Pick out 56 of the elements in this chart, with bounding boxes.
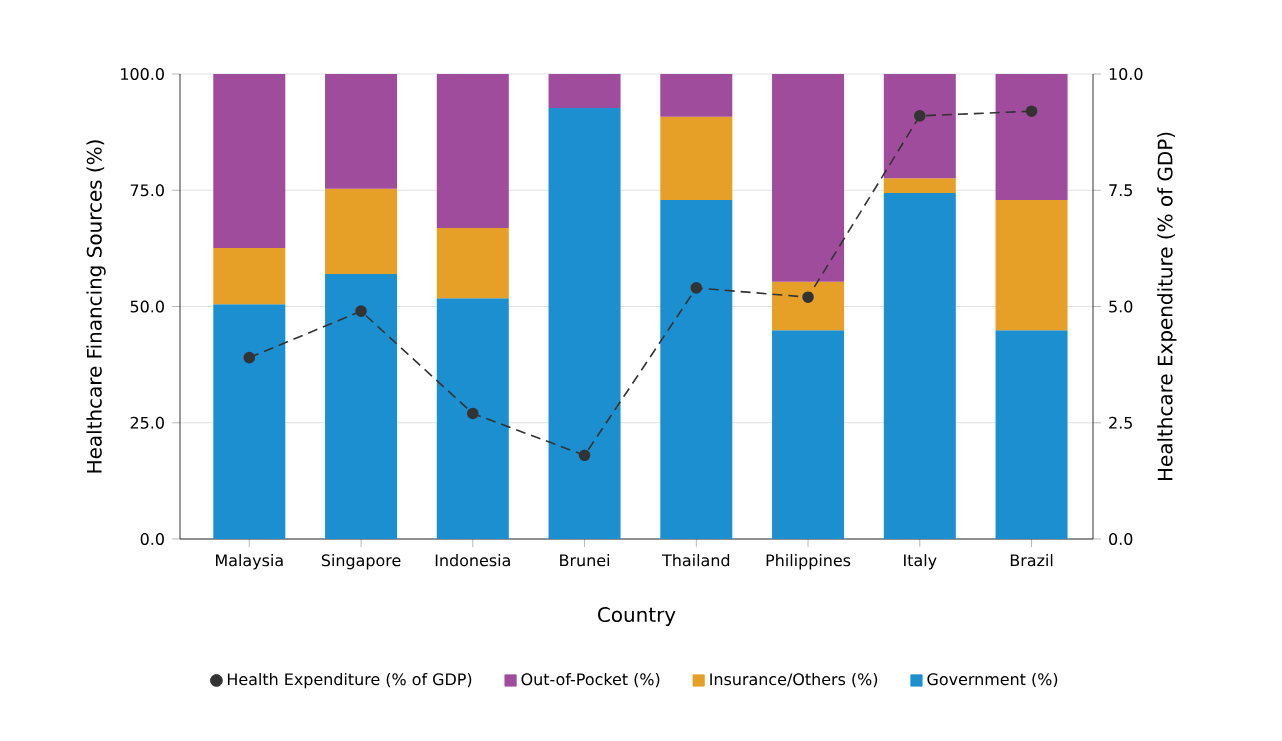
bar bbox=[995, 74, 1068, 201]
point bbox=[355, 305, 367, 317]
point bbox=[467, 407, 479, 420]
bar bbox=[325, 188, 398, 274]
bar bbox=[995, 330, 1068, 539]
point bbox=[914, 110, 926, 122]
bar bbox=[995, 200, 1068, 331]
y-tick-label: 100.0 bbox=[121, 67, 164, 81]
legend-label: Insurance/Others (%) bbox=[710, 672, 878, 688]
point bbox=[1025, 105, 1038, 117]
point bbox=[243, 351, 256, 364]
point bbox=[578, 449, 591, 462]
y2-tick-label: 5.0 bbox=[1109, 300, 1133, 313]
legend-label: Government (%) bbox=[927, 672, 1058, 688]
x-tick-label: Singapore bbox=[321, 554, 401, 570]
legend-label: Out-of-Pocket (%) bbox=[521, 672, 660, 688]
y-tick-label: 25.0 bbox=[130, 416, 164, 429]
bar bbox=[213, 304, 286, 539]
bar bbox=[660, 116, 733, 201]
y-tick-label: 0.0 bbox=[140, 532, 164, 546]
x-axis-title: Country bbox=[598, 607, 676, 626]
bar bbox=[325, 273, 398, 539]
y2-tick-label: 2.5 bbox=[1109, 416, 1132, 429]
x-tick-label: Thailand bbox=[662, 554, 730, 567]
y-tick-label: 75.0 bbox=[130, 184, 164, 197]
y2-tick-label: 10.0 bbox=[1109, 67, 1143, 81]
x-tick-label: Italy bbox=[904, 554, 937, 570]
bar bbox=[325, 74, 398, 189]
bar bbox=[213, 247, 286, 305]
bar bbox=[548, 107, 621, 539]
x-tick-label: Indonesia bbox=[435, 554, 510, 567]
bar bbox=[883, 74, 956, 179]
bar bbox=[436, 74, 509, 228]
bar bbox=[660, 200, 733, 539]
bar bbox=[772, 330, 845, 539]
bar bbox=[660, 74, 733, 117]
x-tick-label: Malaysia bbox=[216, 554, 283, 570]
bar bbox=[772, 281, 845, 331]
x-tick-label: Brunei bbox=[560, 554, 610, 567]
y2-tick-label: 7.5 bbox=[1109, 184, 1132, 197]
bar bbox=[883, 193, 956, 539]
x-tick-label: Brazil bbox=[1010, 554, 1053, 567]
bar bbox=[436, 227, 509, 299]
legend-label: Health Expenditure (% of GDP) bbox=[227, 672, 472, 689]
y2-tick-label: 0.0 bbox=[1109, 532, 1133, 546]
y2-axis-title: Healthcare Expenditure (% of GDP) bbox=[1157, 132, 1177, 481]
bar bbox=[436, 298, 509, 539]
y-axis-title: Healthcare Financing Sources (%) bbox=[86, 140, 106, 473]
bar bbox=[548, 74, 621, 108]
bar bbox=[883, 178, 956, 194]
bar bbox=[772, 74, 845, 282]
y-tick-label: 50.0 bbox=[130, 300, 164, 313]
bar bbox=[213, 74, 286, 248]
point bbox=[802, 291, 814, 303]
point bbox=[690, 282, 703, 294]
x-tick-label: Philippines bbox=[766, 554, 851, 570]
